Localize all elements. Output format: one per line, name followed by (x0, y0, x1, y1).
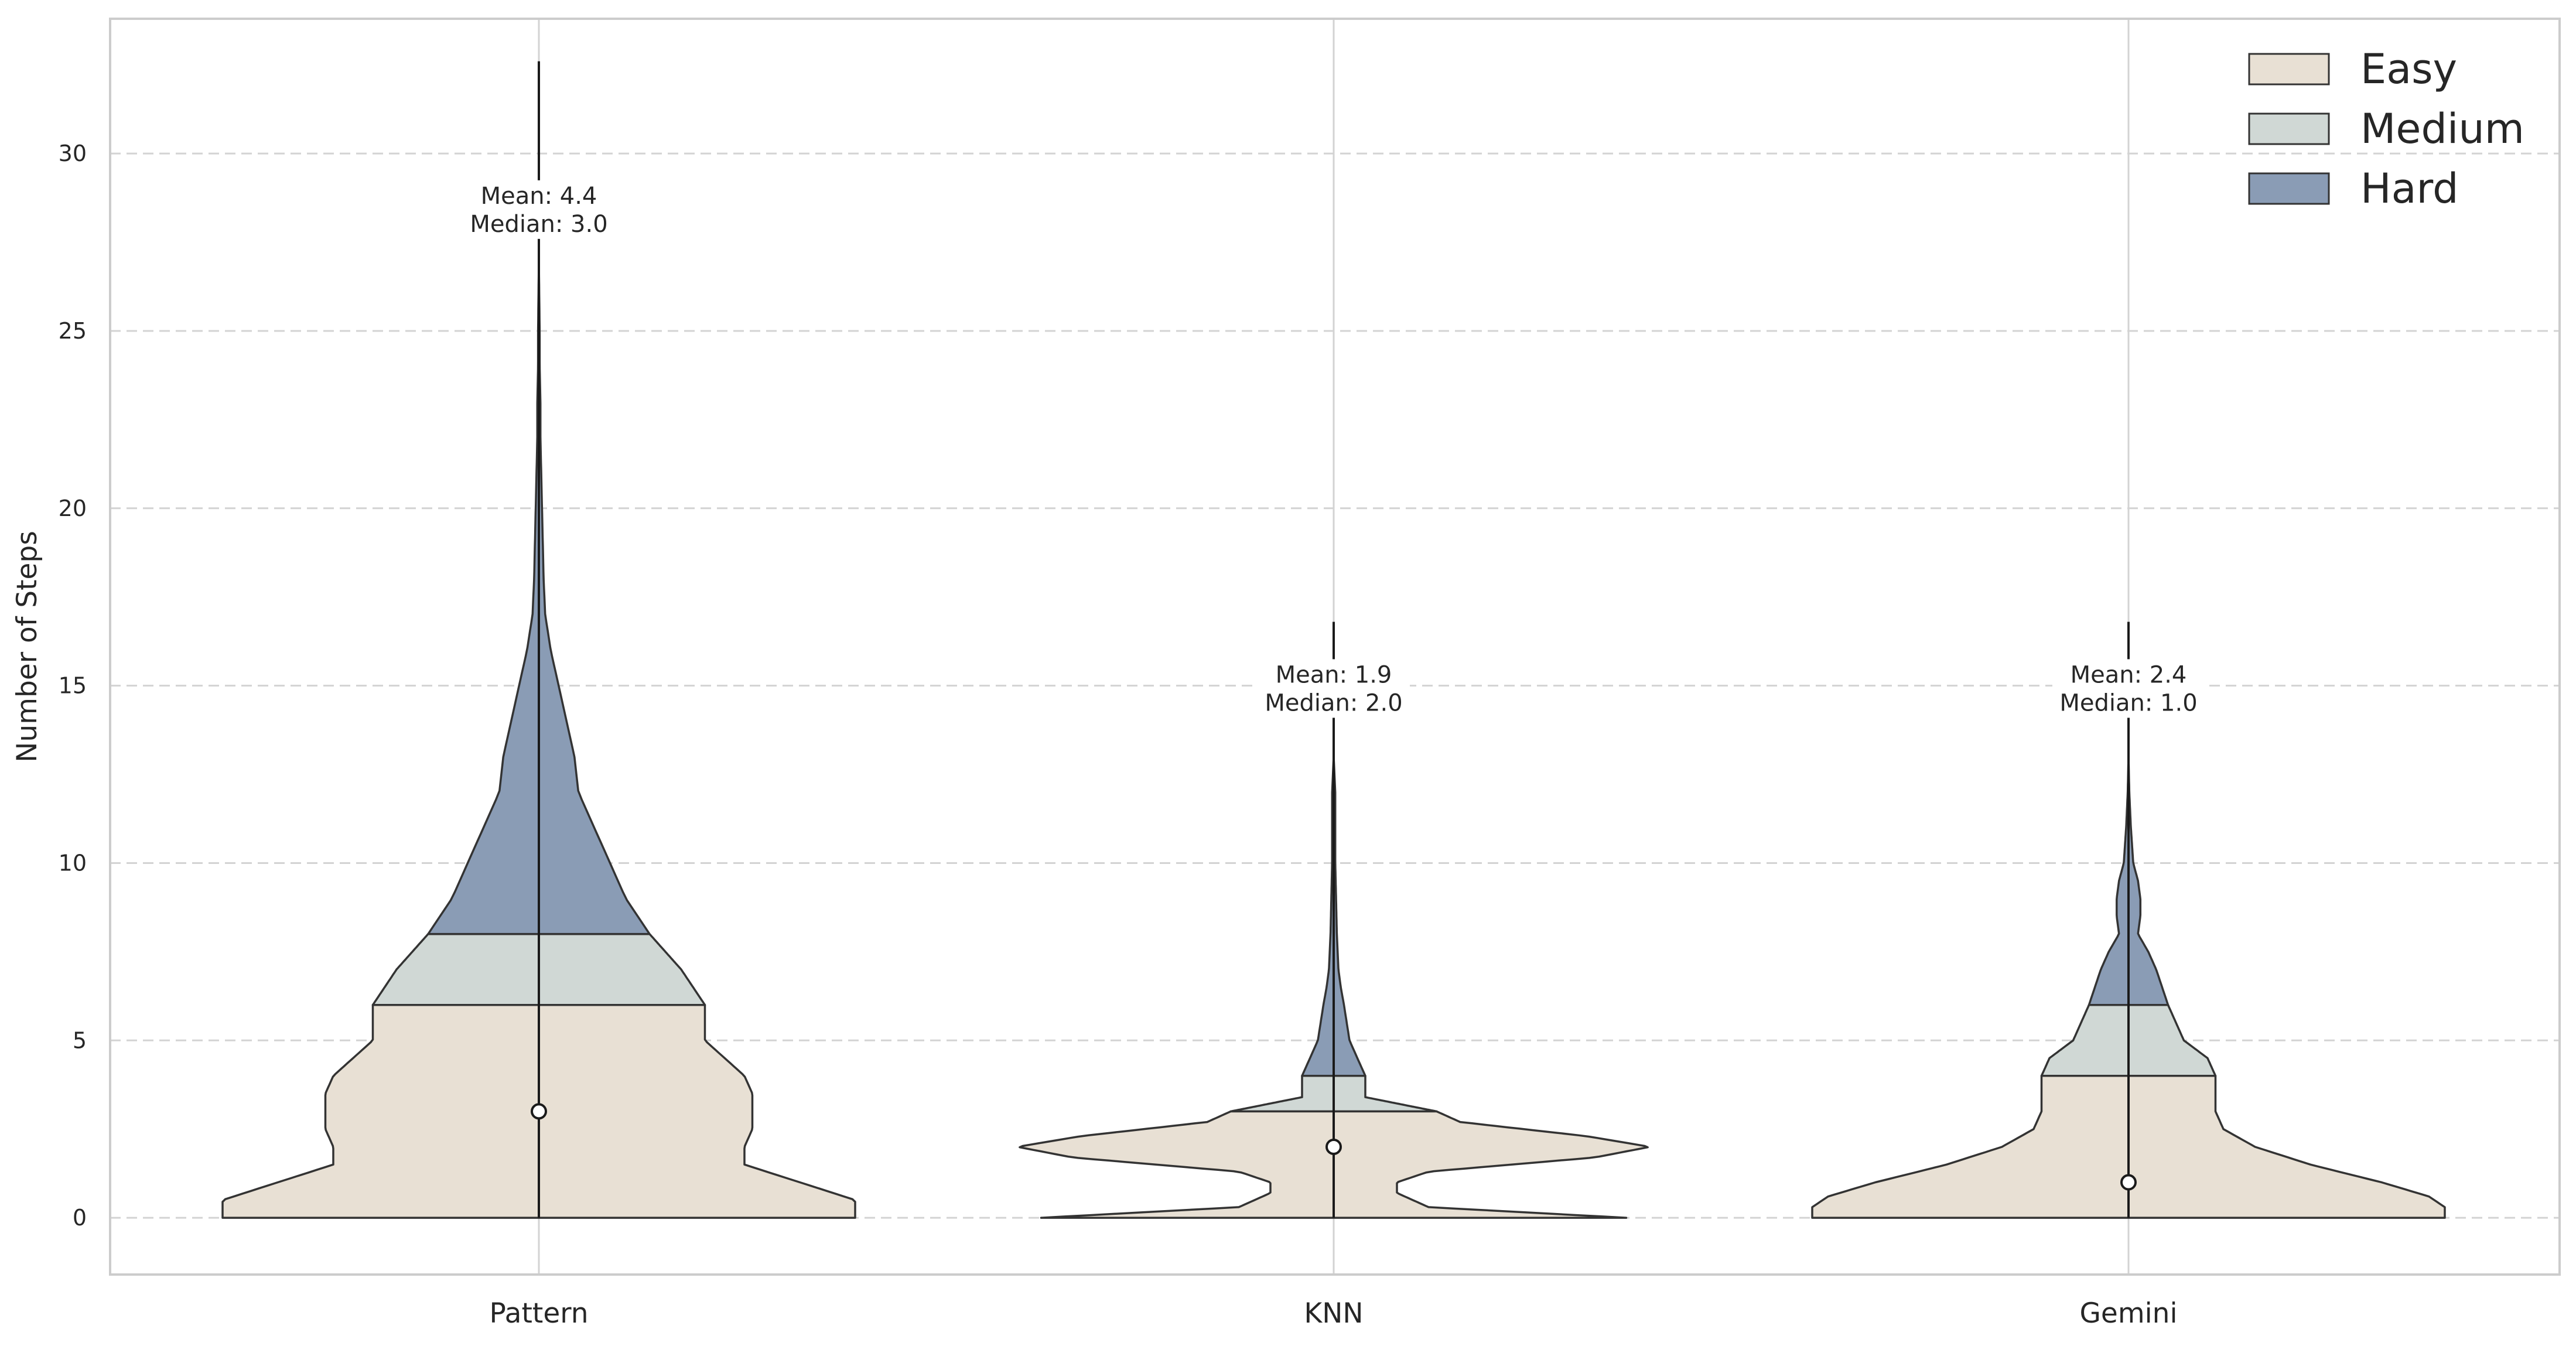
axis-layer: 0 5 10 15 20 25 30 Pattern KNN Gemini (59, 141, 2178, 1330)
legend-label-easy: Easy (2360, 45, 2457, 93)
legend-label-medium: Medium (2360, 105, 2524, 153)
x-tick-label-gemini: Gemini (2079, 1297, 2177, 1330)
violin-layer (221, 61, 2446, 1219)
y-tick-label-25: 25 (59, 318, 87, 344)
y-tick-label-20: 20 (59, 496, 87, 521)
y-axis-label: Number of Steps (11, 531, 43, 762)
legend-swatch-easy (2248, 53, 2330, 86)
annotation-median-gemini: Median: 1.0 (2059, 689, 2197, 716)
annotation-mean-knn: Mean: 1.9 (1276, 661, 1392, 688)
y-tick-label-0: 0 (73, 1205, 87, 1231)
median-marker-gemini (2120, 1174, 2137, 1191)
y-tick-label-15: 15 (59, 673, 87, 699)
plot-frame (109, 18, 2561, 1276)
legend-swatch-hard (2248, 172, 2330, 205)
annotation-bg-pattern (463, 180, 615, 239)
y-tick-label-10: 10 (59, 850, 87, 876)
annotation-bg-knn (1258, 659, 1410, 718)
annotation-bg-gemini (2052, 659, 2205, 718)
annotation-median-pattern: Median: 3.0 (470, 211, 607, 238)
median-marker-knn (1325, 1138, 1342, 1155)
legend: Easy Medium Hard (2248, 45, 2524, 213)
legend-label-hard: Hard (2360, 165, 2459, 213)
median-marker-pattern (531, 1103, 547, 1120)
y-tick-label-30: 30 (59, 141, 87, 166)
annotation-mean-gemini: Mean: 2.4 (2071, 661, 2187, 688)
annotation-mean-pattern: Mean: 4.4 (481, 183, 597, 210)
annotation-median-knn: Median: 2.0 (1265, 689, 1402, 716)
y-tick-label-5: 5 (73, 1027, 87, 1053)
legend-swatch-medium (2248, 112, 2330, 145)
x-tick-label-pattern: Pattern (489, 1297, 588, 1330)
x-tick-label-knn: KNN (1304, 1297, 1363, 1330)
